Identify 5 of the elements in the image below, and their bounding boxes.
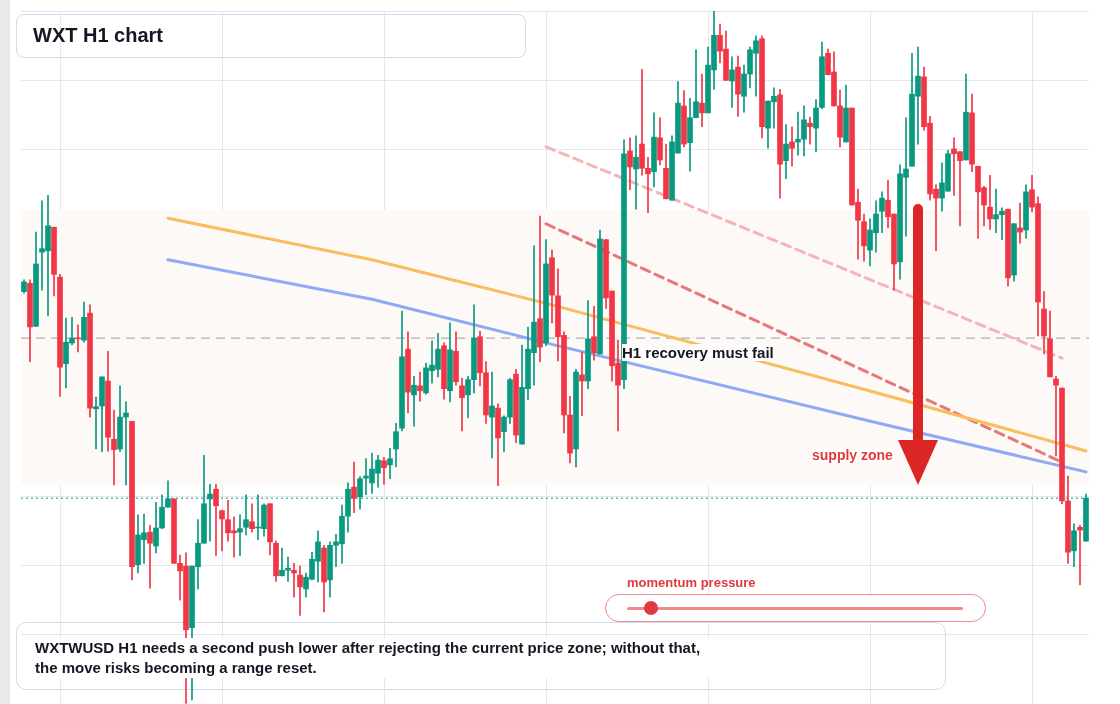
annotation: supply zone: [812, 447, 893, 463]
annotation: WXTWUSD H1 needs a second push lower after rejecting the current price zone; without that, the move risks becoming a range reset.: [35, 638, 715, 678]
annotation: momentum pressure: [627, 575, 756, 590]
annotation: H1 recovery must fail: [622, 344, 774, 361]
text: WXT H1 chart: [33, 24, 164, 46]
